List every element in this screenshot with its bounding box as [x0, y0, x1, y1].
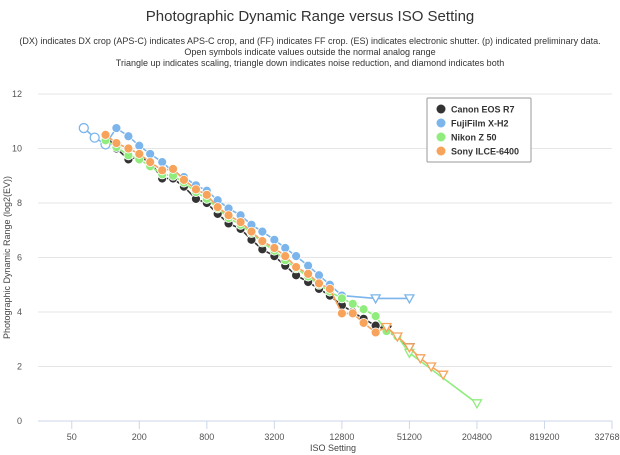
data-point[interactable]: [471, 399, 483, 410]
data-point[interactable]: [111, 138, 122, 148]
data-point[interactable]: [145, 157, 156, 168]
data-point[interactable]: [157, 165, 168, 176]
y-tick-label: 2: [17, 362, 22, 372]
data-point[interactable]: [370, 294, 382, 305]
data-point[interactable]: [257, 236, 268, 247]
data-point[interactable]: [134, 149, 145, 159]
data-point[interactable]: [336, 308, 347, 319]
legend-item[interactable]: Nikon Z 50: [436, 132, 497, 143]
data-point[interactable]: [134, 140, 145, 151]
data-point[interactable]: [280, 251, 291, 262]
axes: 0 2 4 6 8 10 12 50 200 800 3200 12800 51200 204800 819…: [2, 89, 620, 453]
legend-label: Sony ILCE-6400: [451, 147, 519, 157]
data-point[interactable]: [223, 210, 234, 221]
data-point[interactable]: [347, 298, 358, 309]
data-point[interactable]: [123, 143, 134, 154]
x-tick-label: 200: [132, 432, 147, 442]
x-tick-label: 12800: [329, 432, 354, 442]
chart-title: Photographic Dynamic Range versus ISO Se…: [145, 8, 475, 25]
data-point[interactable]: [391, 332, 403, 343]
x-tick-label: 51200: [397, 432, 422, 442]
y-tick-label: 0: [17, 416, 22, 426]
data-point[interactable]: [123, 131, 134, 142]
legend-box: [426, 97, 532, 163]
data-point[interactable]: [212, 202, 223, 212]
data-point[interactable]: [336, 293, 347, 304]
chart-subtitle-line-2: Open symbols indicate values outside the…: [184, 47, 436, 57]
x-tick-label: 3276800: [594, 432, 620, 442]
x-tick-label: 3200: [264, 432, 284, 442]
series-layer: [78, 122, 483, 410]
data-point[interactable]: [89, 132, 100, 143]
data-point[interactable]: [280, 243, 291, 253]
data-point[interactable]: [303, 260, 314, 271]
data-point[interactable]: [358, 304, 369, 315]
legend-label: FujiFilm X-H2: [451, 119, 509, 129]
data-point[interactable]: [201, 189, 212, 200]
data-point[interactable]: [191, 184, 201, 195]
data-point[interactable]: [358, 317, 369, 328]
data-point[interactable]: [291, 262, 301, 272]
y-tick-label: 8: [17, 198, 22, 208]
data-point[interactable]: [303, 268, 314, 279]
data-point[interactable]: [314, 278, 324, 289]
data-point[interactable]: [437, 370, 449, 381]
data-point[interactable]: [235, 217, 246, 227]
chart-subtitle-line-1: (DX) indicates DX crop (APS-C) indicates…: [19, 36, 601, 46]
y-axis-title: Photographic Dynamic Range (log2(EV)): [2, 176, 12, 339]
y-tick-label: 6: [17, 253, 22, 263]
data-point[interactable]: [414, 354, 426, 365]
data-point[interactable]: [403, 294, 416, 305]
data-point[interactable]: [403, 343, 416, 354]
data-point[interactable]: [179, 174, 189, 185]
data-point[interactable]: [269, 234, 280, 245]
x-tick-label: 819200: [529, 432, 559, 442]
legend-item[interactable]: Sony ILCE-6400: [436, 146, 520, 157]
legend-item[interactable]: Canon EOS R7: [436, 104, 515, 115]
chart-subtitle-line-3: Triangle up indicates scaling, triangle …: [115, 58, 505, 68]
series-3: [100, 129, 449, 381]
data-point[interactable]: [111, 123, 122, 133]
x-axis-title: ISO Setting: [310, 443, 356, 453]
data-point[interactable]: [314, 270, 324, 281]
data-point[interactable]: [246, 226, 257, 237]
y-tick-label: 10: [12, 144, 22, 154]
data-point[interactable]: [100, 129, 111, 140]
legend-marker: [436, 132, 446, 142]
x-tick-label: 50: [67, 432, 77, 442]
legend-marker: [436, 104, 446, 114]
data-point[interactable]: [78, 122, 89, 134]
data-point[interactable]: [291, 251, 301, 262]
data-point[interactable]: [370, 311, 381, 321]
legend-label: Canon EOS R7: [451, 105, 515, 115]
legend-marker: [436, 146, 446, 156]
x-tick-label: 800: [199, 432, 214, 442]
data-point[interactable]: [269, 243, 280, 253]
legend-item[interactable]: FujiFilm X-H2: [436, 118, 509, 129]
data-point[interactable]: [370, 327, 381, 338]
legend-marker: [436, 118, 446, 128]
y-tick-label: 4: [17, 307, 22, 317]
data-point[interactable]: [324, 283, 335, 294]
x-tick-label: 204800: [462, 432, 492, 442]
y-tick-label: 12: [12, 89, 22, 99]
legend[interactable]: Canon EOS R7 FujiFilm X-H2 Nikon Z 50 Sony …: [426, 97, 532, 163]
data-point[interactable]: [347, 308, 358, 319]
data-point[interactable]: [168, 164, 178, 174]
data-point[interactable]: [425, 362, 437, 373]
legend-label: Nikon Z 50: [451, 133, 497, 143]
data-point[interactable]: [157, 157, 168, 168]
data-point[interactable]: [145, 149, 156, 159]
data-point[interactable]: [257, 226, 268, 237]
data-point[interactable]: [380, 322, 393, 333]
